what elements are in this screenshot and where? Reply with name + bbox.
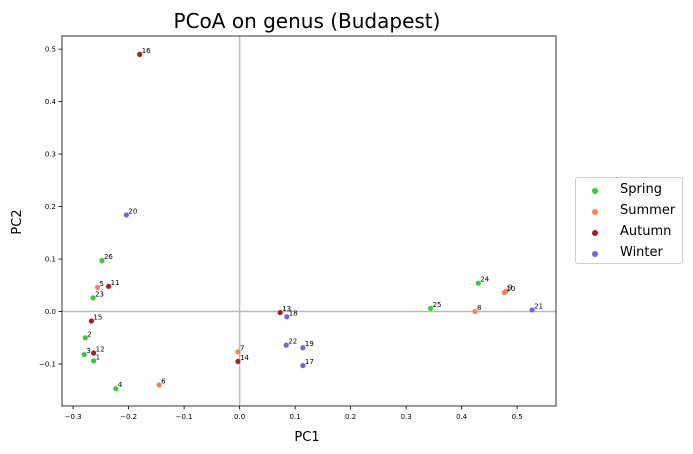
legend-marker — [592, 209, 598, 215]
point-label: 7 — [240, 344, 244, 352]
data-points — [81, 51, 535, 392]
y-tick-label: 0.0 — [45, 308, 56, 316]
legend-label: Summer — [620, 203, 676, 218]
point-label: 23 — [95, 290, 104, 298]
data-point-summer — [503, 288, 509, 294]
legend-item-spring: Spring — [576, 181, 684, 201]
data-point-winter — [300, 345, 306, 351]
reference-lines — [62, 36, 556, 406]
data-point-winter — [123, 212, 129, 218]
x-tick-label: 0.4 — [456, 413, 468, 421]
y-tick-label: 0.1 — [45, 256, 56, 264]
data-point-summer — [472, 308, 478, 315]
point-label: 6 — [161, 378, 166, 386]
point-label: 22 — [288, 338, 297, 346]
data-point-summer — [235, 349, 241, 355]
data-point-winter — [284, 314, 290, 320]
data-point-spring — [427, 305, 434, 311]
x-axis-ticks: −0.3 −0.2 −0.1 0.0 0.1 0.2 0.3 0.4 0.5 — [65, 406, 523, 421]
data-point-autumn — [277, 309, 283, 316]
legend-item-winter: Winter — [576, 244, 684, 264]
point-label: 16 — [142, 47, 151, 55]
data-point-autumn — [91, 350, 97, 356]
plot-frame — [61, 35, 557, 407]
data-point-spring — [90, 295, 96, 301]
point-label: 17 — [305, 358, 314, 366]
point-label: 19 — [305, 340, 314, 348]
data-point-spring — [475, 280, 481, 286]
x-tick-label: −0.3 — [65, 413, 82, 421]
data-point-summer — [94, 284, 101, 290]
x-tick-label: −0.2 — [120, 413, 137, 421]
point-label: 2 — [87, 330, 91, 338]
legend-marker — [592, 230, 598, 236]
data-point-summer — [156, 382, 162, 388]
x-tick-label: 0.3 — [401, 413, 412, 421]
chart-title: PCoA on genus (Budapest) — [174, 9, 441, 33]
data-point-spring — [99, 258, 105, 264]
data-point-winter — [300, 362, 306, 369]
y-tick-label: 0.4 — [45, 98, 57, 106]
point-label: 26 — [104, 253, 113, 261]
y-axis-ticks: −0.1 0.0 0.1 0.2 0.3 0.4 0.5 — [39, 46, 62, 369]
point-label: 10 — [506, 285, 515, 293]
x-tick-label: 0.5 — [512, 413, 523, 421]
data-point-autumn — [235, 358, 241, 364]
data-point-autumn — [137, 51, 143, 57]
data-point-autumn — [88, 318, 95, 324]
point-label: 5 — [100, 280, 104, 288]
legend-label: Spring — [620, 182, 662, 197]
data-point-spring — [82, 335, 88, 341]
point-label: 8 — [477, 304, 481, 312]
data-point-autumn — [106, 283, 112, 289]
y-tick-label: 0.5 — [45, 46, 56, 54]
legend-marker — [592, 251, 598, 257]
point-label: 14 — [240, 354, 249, 362]
point-label: 9 — [508, 284, 512, 292]
point-label: 24 — [480, 276, 489, 284]
legend-label: Autumn — [620, 224, 672, 239]
point-label: 15 — [93, 313, 102, 321]
legend-item-summer: Summer — [576, 202, 684, 222]
point-label: 3 — [86, 347, 90, 355]
point-label: 12 — [96, 345, 105, 353]
y-axis-label: PC2 — [10, 209, 25, 234]
legend: Spring Summer Autumn Winter — [575, 177, 683, 264]
x-tick-label: 0.0 — [234, 413, 245, 421]
point-label: 4 — [118, 381, 123, 389]
x-tick-label: −0.1 — [176, 413, 193, 421]
point-label: 11 — [111, 279, 120, 287]
x-tick-label: 0.1 — [290, 413, 301, 421]
point-label: 20 — [128, 207, 137, 215]
x-tick-label: 0.2 — [345, 413, 356, 421]
point-label: 1 — [96, 353, 100, 361]
data-point-spring — [81, 351, 87, 358]
x-axis-label: PC1 — [294, 430, 319, 445]
legend-item-autumn: Autumn — [576, 223, 684, 243]
point-label: 13 — [282, 305, 291, 313]
data-point-spring — [113, 386, 119, 392]
y-tick-label: −0.1 — [39, 361, 56, 369]
data-point-spring — [91, 358, 97, 364]
point-label: 21 — [534, 302, 543, 310]
legend-label: Winter — [620, 245, 663, 260]
y-tick-label: 0.2 — [45, 203, 56, 211]
point-label: 18 — [289, 309, 298, 317]
data-point-winter — [283, 342, 289, 348]
y-tick-label: 0.3 — [45, 151, 56, 159]
legend-marker — [592, 188, 598, 194]
point-label: 25 — [433, 301, 442, 309]
data-point-winter — [529, 307, 535, 313]
